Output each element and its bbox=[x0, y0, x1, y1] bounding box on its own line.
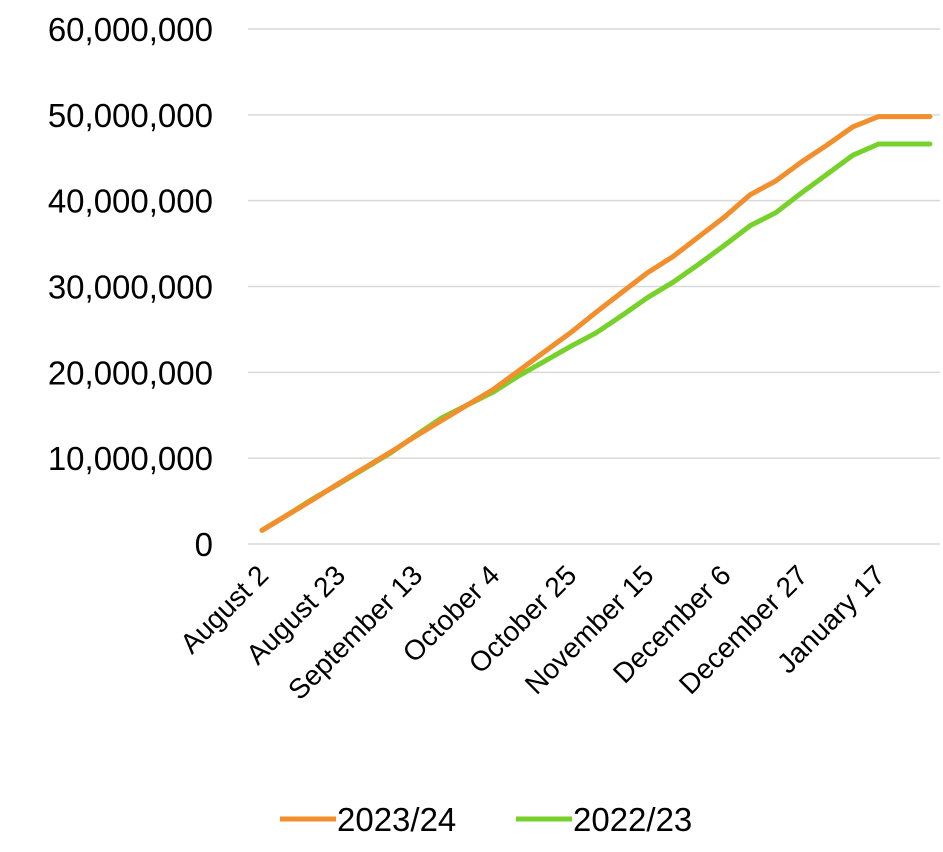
y-tick-label: 50,000,000 bbox=[48, 97, 213, 134]
y-tick-label: 0 bbox=[195, 526, 213, 563]
y-axis-ticks: 0 10,000,000 20,000,000 30,000,000 40,000,00… bbox=[48, 11, 213, 563]
gridlines bbox=[248, 28, 940, 545]
y-tick-label: 40,000,000 bbox=[48, 183, 213, 220]
legend-label: 2023/24 bbox=[337, 801, 456, 838]
series-lines bbox=[259, 114, 933, 533]
y-tick-label: 10,000,000 bbox=[48, 440, 213, 477]
y-tick-label: 30,000,000 bbox=[48, 269, 213, 306]
y-tick-label: 20,000,000 bbox=[48, 354, 213, 391]
x-tick-label: September 13 bbox=[282, 559, 428, 705]
series-line-2023-24 bbox=[259, 114, 933, 533]
series-line-2022-23 bbox=[259, 141, 933, 533]
legend: 2023/24 2022/23 bbox=[280, 801, 692, 838]
legend-label: 2022/23 bbox=[573, 801, 692, 838]
y-tick-label: 60,000,000 bbox=[48, 11, 213, 48]
